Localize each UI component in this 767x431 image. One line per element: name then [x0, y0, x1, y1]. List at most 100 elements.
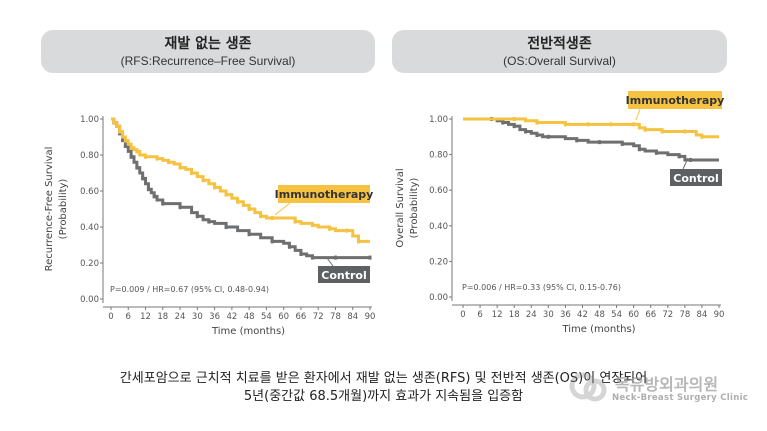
rfs-control-censor-mark	[247, 232, 251, 237]
os-control-censor-mark	[620, 141, 624, 146]
os-legend-immunotherapy-box	[628, 91, 722, 109]
rfs-x-tick-label: 66	[296, 312, 307, 322]
rfs-immunotherapy-censor-mark	[213, 185, 217, 190]
rfs-title-english: (RFS:Recurrence–Free Survival)	[120, 54, 296, 68]
os-immunotherapy-censor-mark	[643, 127, 647, 132]
rfs-y-tick-label: 0.80	[80, 151, 99, 161]
os-legend-control: Control	[673, 172, 718, 185]
rfs-x-tick-label: 78	[330, 312, 341, 322]
rfs-legend-control-box	[318, 266, 370, 283]
rfs-x-tick-label: 84	[347, 312, 358, 322]
rfs-immunotherapy-curve	[111, 117, 370, 243]
os-stats-annotation: P=0.006 / HR=0.33 (95% CI, 0.15-0.76)	[462, 283, 621, 292]
os-control-censor-mark	[546, 134, 550, 139]
os-y-tick-label: 1.00	[429, 115, 448, 125]
os-y-tick-label: 0.40	[429, 222, 448, 232]
rfs-immunotherapy-censor-mark	[345, 228, 349, 233]
rfs-control-censor-mark	[129, 154, 133, 159]
os-y-tick-label: 0.00	[429, 293, 448, 303]
rfs-immunotherapy-censor-mark	[135, 149, 139, 154]
os-plot: 0.00 0.20 0.40 0.60 0.80 1.00 0 6 12 18 24 30 36 42 48…	[395, 91, 724, 335]
rfs-x-tick-label: 90	[365, 312, 376, 322]
os-immunotherapy-censor-mark	[563, 122, 567, 127]
os-title-english: (OS:Overall Survival)	[503, 54, 616, 68]
os-control-censor-mark	[598, 140, 602, 145]
rfs-legend-immunotherapy: Immunotherapy	[275, 188, 374, 201]
rfs-immunotherapy-censor-mark	[144, 154, 148, 159]
rfs-immunotherapy-censor-mark	[328, 226, 332, 231]
rfs-control-censor-mark	[152, 194, 156, 199]
rfs-control-censor-mark	[333, 255, 337, 260]
os-x-tick-label: 30	[543, 310, 554, 320]
os-immunotherapy-censor-mark	[609, 122, 613, 127]
rfs-control-censor-mark	[123, 144, 127, 148]
rfs-control-censor-mark	[141, 176, 145, 181]
rfs-immunotherapy-censor-mark	[123, 138, 127, 143]
rfs-chart: 0.00 0.20 0.40 0.60 0.80 1.00 0 6 12 18 24 30 36 42 48…	[44, 91, 724, 337]
os-control-censor-mark	[677, 154, 681, 159]
rfs-title-korean: 재발 없는 생존	[164, 36, 252, 52]
os-y-axis-subtitle: (Probability)	[409, 178, 420, 239]
os-control-censor-mark	[575, 138, 579, 143]
os-immunotherapy-censor-mark	[632, 122, 636, 127]
rfs-y-tick-label: 0.60	[80, 187, 99, 197]
rfs-control-censor-mark	[224, 225, 228, 229]
rfs-immunotherapy-censor-mark	[118, 129, 122, 134]
os-x-tick-label: 0	[460, 310, 465, 320]
os-control-censor-mark	[501, 120, 505, 125]
os-x-tick-label: 24	[526, 310, 537, 320]
rfs-x-tick-label: 60	[278, 312, 289, 322]
os-x-axis-title: Time (months)	[561, 324, 635, 335]
os-immunotherapy-pointer	[635, 108, 641, 121]
rfs-x-tick-label: 12	[140, 312, 151, 322]
os-immunotherapy-censor-mark	[683, 129, 687, 134]
rfs-immunotherapy-censor-mark	[224, 192, 228, 197]
rfs-control-censor-mark	[270, 239, 274, 244]
os-legend-control-box	[670, 169, 722, 186]
rfs-x-tick-label: 72	[313, 312, 324, 322]
rfs-immunotherapy-censor-mark	[247, 207, 251, 211]
os-immunotherapy-censor-mark	[700, 134, 704, 139]
rfs-control-censor-mark	[146, 187, 150, 192]
rfs-legend-immunotherapy-box	[278, 185, 370, 203]
rfs-immunotherapy-censor-mark	[293, 219, 297, 224]
rfs-immunotherapy-censor-mark	[310, 223, 314, 228]
rfs-stats-annotation: P=0.009 / HR=0.67 (95% CI, 0.48-0.94)	[110, 285, 269, 294]
os-x-tick-label: 12	[492, 310, 503, 320]
rfs-x-tick-label: 54	[261, 312, 272, 322]
rfs-control-censor-mark	[178, 205, 182, 210]
rfs-y-axis-subtitle: (Probability)	[58, 179, 69, 240]
rfs-immunotherapy-censor-mark	[259, 214, 263, 219]
clinic-logo-icon	[569, 372, 607, 402]
os-immunotherapy-censor-mark	[512, 117, 516, 121]
rfs-x-tick-label: 6	[126, 312, 131, 322]
os-control-censor-mark	[524, 129, 528, 134]
rfs-immunotherapy-censor-mark	[112, 120, 116, 125]
rfs-immunotherapy-censor-mark	[270, 216, 274, 220]
rfs-y-axis-title: Recurrence-Free Survival	[44, 147, 55, 272]
rfs-x-tick-label: 36	[209, 312, 220, 322]
rfs-control-censor-mark	[195, 214, 199, 219]
rfs-y-tick-label: 1.00	[80, 115, 99, 125]
rfs-legend-control: Control	[321, 269, 366, 282]
rfs-immunotherapy-censor-mark	[201, 178, 205, 183]
rfs-control-censor-mark	[299, 252, 303, 256]
os-x-tick-label: 72	[662, 310, 673, 320]
rfs-plot: 0.00 0.20 0.40 0.60 0.80 1.00 0 6 12 18 24 30 36 42 48…	[44, 115, 375, 337]
os-legend-immunotherapy: Immunotherapy	[626, 94, 725, 107]
rfs-x-tick-label: 18	[157, 312, 168, 322]
os-control-censor-mark	[689, 157, 693, 162]
os-x-tick-label: 60	[628, 310, 639, 320]
rfs-control-censor-mark	[135, 165, 139, 170]
os-title-box: 전반적생존 (OS:Overall Survival)	[392, 30, 727, 73]
os-x-tick-label: 90	[714, 310, 725, 320]
os-x-tick-label: 66	[645, 310, 656, 320]
os-y-tick-label: 0.80	[429, 151, 448, 161]
caption-line-1: 간세포암으로 근치적 치료를 받은 환자에서 재발 없는 생존(RFS) 및 전…	[119, 371, 648, 386]
os-y-axis-title: Overall Survival	[395, 168, 406, 247]
os-x-tick-label: 54	[611, 310, 622, 320]
os-x-tick-label: 84	[697, 310, 708, 320]
rfs-x-tick-label: 30	[192, 312, 203, 322]
os-x-tick-label: 18	[509, 310, 520, 320]
rfs-title-box: 재발 없는 생존 (RFS:Recurrence–Free Survival)	[41, 30, 375, 73]
